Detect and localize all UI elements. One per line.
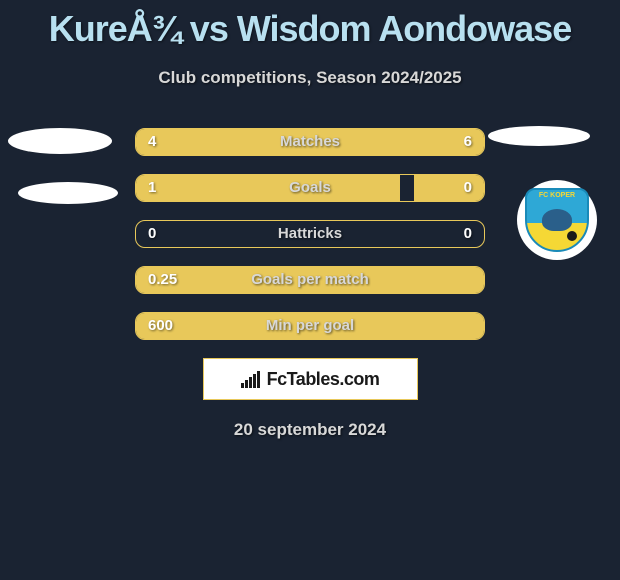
comparison-area: FC KOPER 4 Matches 6 1 Goals 0 0 Hattric… xyxy=(0,128,620,440)
stat-label: Min per goal xyxy=(136,317,484,334)
stat-row-goals: 1 Goals 0 xyxy=(135,174,485,202)
brand-box: FcTables.com xyxy=(203,358,418,400)
stat-label: Goals xyxy=(136,179,484,196)
player-left-badge-1 xyxy=(8,128,112,154)
stat-label: Hattricks xyxy=(136,225,484,242)
bars-column: 4 Matches 6 1 Goals 0 0 Hattricks 0 0.25… xyxy=(135,128,485,340)
stat-label: Matches xyxy=(136,133,484,150)
value-right: 0 xyxy=(464,225,472,242)
shield-icon: FC KOPER xyxy=(525,188,589,252)
stat-row-hattricks: 0 Hattricks 0 xyxy=(135,220,485,248)
club-logo: FC KOPER xyxy=(517,180,597,260)
stat-row-mpg: 600 Min per goal xyxy=(135,312,485,340)
date-line: 20 september 2024 xyxy=(0,420,620,440)
shield-text: FC KOPER xyxy=(527,192,587,199)
ball-icon xyxy=(567,231,577,241)
subtitle: Club competitions, Season 2024/2025 xyxy=(0,68,620,88)
player-right-badge-1 xyxy=(488,126,590,146)
stat-label: Goals per match xyxy=(136,271,484,288)
value-right: 0 xyxy=(464,179,472,196)
page-title: KureÅ¾ vs Wisdom Aondowase xyxy=(0,0,620,50)
player-left-badge-2 xyxy=(18,182,118,204)
brand-text: FcTables.com xyxy=(267,369,380,390)
stat-row-gpm: 0.25 Goals per match xyxy=(135,266,485,294)
stat-row-matches: 4 Matches 6 xyxy=(135,128,485,156)
value-right: 6 xyxy=(464,133,472,150)
brand-chart-icon xyxy=(241,370,261,388)
